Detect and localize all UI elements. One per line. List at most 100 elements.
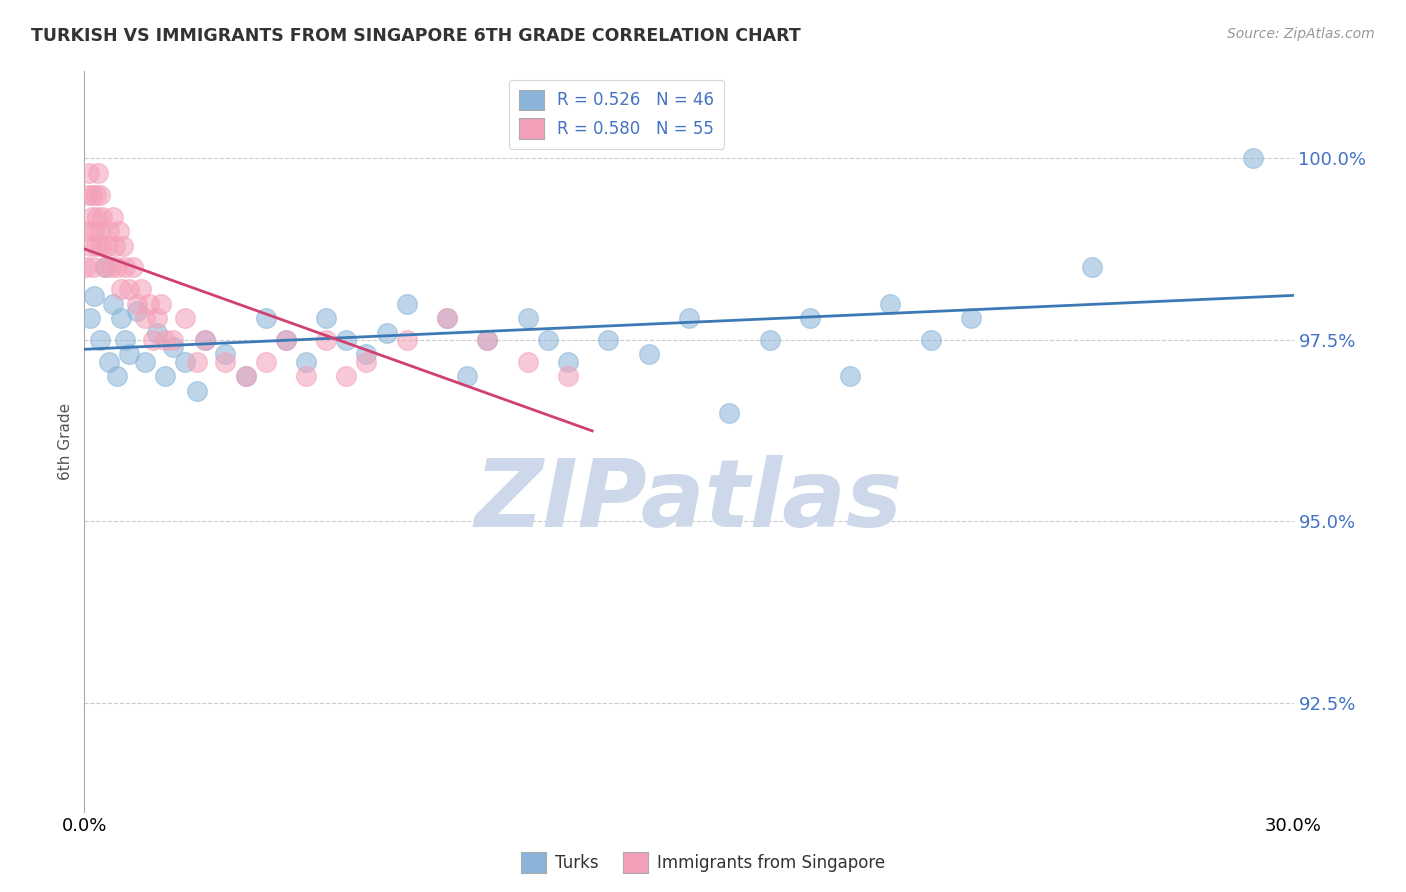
Point: [75, 260, 97, 275]
Point: [96, 238, 118, 252]
Point: [295, 354, 318, 368]
Text: ZIPatlas: ZIPatlas: [475, 455, 903, 547]
Point: [105, 369, 128, 384]
Point: [153, 369, 176, 384]
Point: [83, 289, 105, 303]
Point: [93, 260, 115, 275]
Point: [920, 333, 942, 347]
Point: [598, 333, 620, 347]
Point: [149, 296, 172, 310]
Point: [1241, 152, 1264, 166]
Point: [129, 282, 152, 296]
Point: [146, 311, 169, 326]
Point: [82, 187, 104, 202]
Point: [82, 260, 104, 275]
Point: [254, 354, 277, 368]
Point: [134, 354, 156, 368]
Point: [637, 347, 659, 361]
Legend: Turks, Immigrants from Singapore: Turks, Immigrants from Singapore: [515, 846, 891, 880]
Point: [114, 333, 136, 347]
Point: [186, 354, 208, 368]
Point: [678, 311, 700, 326]
Point: [89, 187, 111, 202]
Point: [134, 311, 156, 326]
Point: [111, 238, 134, 252]
Point: [356, 347, 378, 361]
Point: [138, 296, 160, 310]
Point: [557, 369, 579, 384]
Point: [436, 311, 458, 326]
Point: [84, 238, 107, 252]
Point: [77, 166, 100, 180]
Point: [80, 210, 103, 224]
Point: [89, 333, 111, 347]
Point: [315, 311, 337, 326]
Y-axis label: 6th Grade: 6th Grade: [58, 403, 73, 480]
Point: [87, 166, 110, 180]
Point: [76, 187, 98, 202]
Point: [83, 224, 105, 238]
Point: [110, 282, 132, 296]
Point: [125, 296, 148, 310]
Point: [375, 326, 398, 340]
Point: [274, 333, 297, 347]
Point: [839, 369, 862, 384]
Point: [254, 311, 277, 326]
Text: TURKISH VS IMMIGRANTS FROM SINGAPORE 6TH GRADE CORRELATION CHART: TURKISH VS IMMIGRANTS FROM SINGAPORE 6TH…: [31, 27, 800, 45]
Point: [295, 369, 318, 384]
Point: [86, 210, 108, 224]
Point: [235, 369, 257, 384]
Point: [107, 224, 129, 238]
Point: [395, 296, 418, 310]
Text: Source: ZipAtlas.com: Source: ZipAtlas.com: [1227, 27, 1375, 41]
Point: [799, 311, 821, 326]
Point: [153, 333, 176, 347]
Point: [477, 333, 499, 347]
Point: [118, 347, 141, 361]
Point: [121, 260, 143, 275]
Point: [557, 354, 579, 368]
Point: [89, 224, 111, 238]
Point: [146, 326, 169, 340]
Point: [162, 340, 184, 354]
Point: [516, 354, 538, 368]
Point: [436, 311, 458, 326]
Point: [101, 210, 124, 224]
Point: [456, 369, 478, 384]
Point: [335, 333, 357, 347]
Point: [516, 311, 538, 326]
Point: [186, 384, 208, 398]
Point: [960, 311, 983, 326]
Point: [114, 260, 136, 275]
Point: [395, 333, 418, 347]
Point: [537, 333, 560, 347]
Point: [105, 260, 128, 275]
Point: [174, 311, 197, 326]
Point: [315, 333, 337, 347]
Point: [174, 354, 197, 368]
Point: [194, 333, 217, 347]
Point: [125, 304, 148, 318]
Point: [90, 238, 112, 252]
Point: [110, 311, 132, 326]
Point: [758, 333, 780, 347]
Point: [97, 224, 120, 238]
Point: [356, 354, 378, 368]
Point: [235, 369, 257, 384]
Point: [194, 333, 217, 347]
Point: [86, 187, 108, 202]
Point: [93, 260, 115, 275]
Point: [718, 405, 741, 419]
Point: [79, 311, 101, 326]
Point: [1081, 260, 1104, 275]
Point: [97, 354, 120, 368]
Legend: R = 0.526   N = 46, R = 0.580   N = 55: R = 0.526 N = 46, R = 0.580 N = 55: [509, 79, 724, 149]
Point: [118, 282, 141, 296]
Point: [104, 238, 127, 252]
Point: [100, 260, 122, 275]
Point: [335, 369, 357, 384]
Point: [77, 224, 100, 238]
Point: [214, 347, 236, 361]
Point: [101, 296, 124, 310]
Point: [879, 296, 901, 310]
